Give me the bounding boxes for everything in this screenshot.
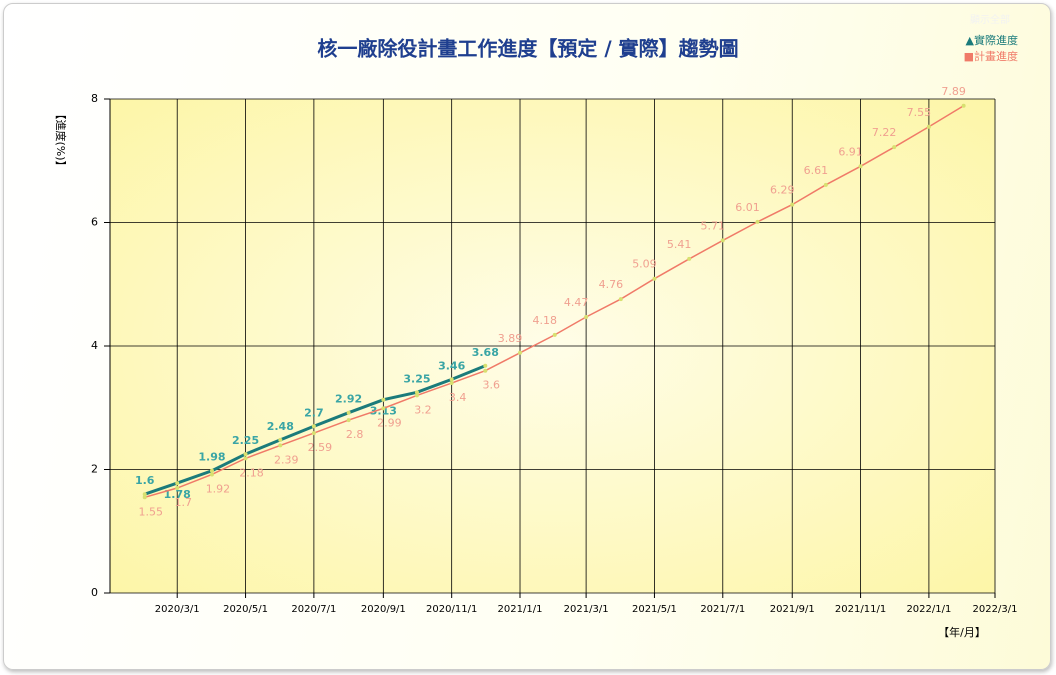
data-label: 2.92	[335, 393, 362, 406]
point	[311, 431, 316, 436]
data-label: 4.47	[564, 296, 589, 309]
point	[755, 219, 760, 224]
x-tick-label: 2020/3/1	[155, 604, 200, 615]
x-tick-label: 2021/9/1	[770, 604, 815, 615]
data-label: 2.18	[239, 466, 264, 479]
point	[414, 390, 419, 395]
data-label: 1.6	[135, 474, 155, 487]
point	[823, 182, 828, 187]
data-label: 1.98	[198, 451, 225, 464]
data-label: 6.61	[804, 164, 829, 177]
data-label: 2.8	[346, 428, 364, 441]
legend-entry: ■計畫進度	[964, 49, 1018, 63]
data-label: 4.76	[599, 278, 624, 291]
y-tick-label: 0	[91, 586, 98, 599]
point	[346, 410, 351, 415]
data-label: 1.78	[164, 488, 191, 501]
point	[142, 495, 147, 500]
x-tick-label: 2021/7/1	[700, 604, 745, 615]
point	[209, 468, 214, 473]
x-tick-label: 2020/11/1	[426, 604, 477, 615]
point	[381, 406, 386, 411]
point	[278, 443, 283, 448]
point	[584, 314, 589, 319]
chart-title: 核一廠除役計畫工作進度【預定 / 實際】趨勢圖	[317, 37, 738, 61]
point	[926, 124, 931, 129]
point	[790, 202, 795, 207]
data-label: 5.09	[632, 258, 657, 271]
data-label: 2.59	[308, 441, 333, 454]
point	[892, 145, 897, 150]
point	[414, 393, 419, 398]
data-label: 3.46	[438, 359, 465, 372]
x-tick-label: 2020/9/1	[361, 604, 406, 615]
data-label: 3.25	[403, 372, 430, 385]
x-tick-label: 2020/7/1	[291, 604, 336, 615]
x-tick-label: 2020/5/1	[223, 604, 268, 615]
data-label: 6.29	[770, 184, 795, 197]
point	[175, 486, 180, 491]
point	[209, 472, 214, 477]
data-label: 3.6	[483, 379, 501, 392]
data-label: 1.55	[138, 505, 163, 518]
data-label: 3.4	[449, 391, 467, 404]
y-tick-label: 6	[91, 216, 98, 229]
data-label: 2.48	[267, 420, 294, 433]
point	[858, 164, 863, 169]
data-label: 3.13	[370, 405, 397, 418]
point	[381, 397, 386, 402]
x-tick-label: 2021/5/1	[632, 604, 677, 615]
data-label: 4.18	[532, 314, 557, 327]
data-label: 2.25	[232, 434, 259, 447]
point	[175, 481, 180, 486]
point	[278, 437, 283, 442]
data-label: 7.55	[907, 106, 932, 119]
data-label: 7.89	[941, 85, 966, 98]
point	[483, 363, 488, 368]
x-tick-label: 2022/3/1	[973, 604, 1018, 615]
point	[311, 424, 316, 429]
point	[483, 368, 488, 373]
point	[449, 381, 454, 386]
data-label: 6.01	[735, 201, 760, 214]
point	[142, 492, 147, 497]
x-tick-label: 2021/3/1	[564, 604, 609, 615]
point	[687, 256, 692, 261]
point	[618, 297, 623, 302]
point	[961, 103, 966, 108]
data-label: 3.2	[414, 403, 432, 416]
data-label: 7.22	[872, 126, 897, 139]
x-tick-label: 2021/1/1	[498, 604, 543, 615]
point	[652, 276, 657, 281]
x-tick-label: 2022/1/1	[906, 604, 951, 615]
data-label: 2.39	[274, 453, 299, 466]
legend-toggle[interactable]: 顯示全部	[970, 13, 1010, 26]
point	[243, 456, 248, 461]
y-tick-label: 4	[91, 339, 98, 352]
data-label: 2.99	[377, 416, 402, 429]
point	[720, 238, 725, 243]
y-tick-label: 2	[91, 463, 98, 476]
data-label: 5.71	[701, 219, 726, 232]
point	[346, 418, 351, 423]
point	[518, 350, 523, 355]
point	[552, 332, 557, 337]
data-label: 3.68	[472, 346, 499, 359]
point	[243, 452, 248, 457]
data-label: 6.91	[838, 145, 863, 158]
point	[449, 377, 454, 382]
x-axis-label: 【年/月】	[938, 625, 986, 639]
data-label: 5.41	[667, 238, 692, 251]
legend-entry: ▲實際進度	[966, 33, 1018, 47]
x-tick-label: 2021/11/1	[835, 604, 886, 615]
data-label: 3.89	[498, 332, 523, 345]
y-tick-label: 8	[91, 92, 98, 105]
data-label: 1.92	[206, 482, 231, 495]
data-label: 2.7	[304, 406, 324, 419]
y-axis-label: 【進度(%)】	[54, 108, 68, 171]
data-label: 1.7	[174, 496, 192, 509]
